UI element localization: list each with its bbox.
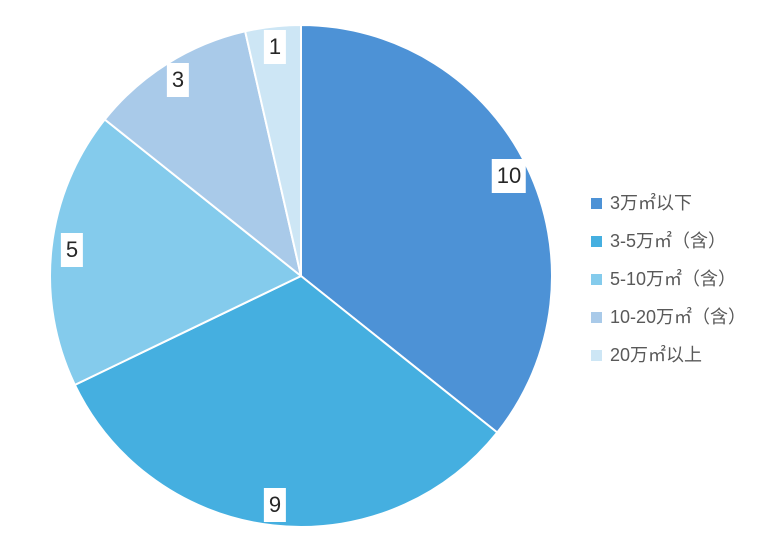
legend-item-3: 10-20万㎡（含）	[591, 306, 746, 328]
pie-slice-4	[244, 24, 302, 277]
legend-swatch-icon	[591, 273, 602, 285]
legend-label: 10-20万㎡（含）	[610, 307, 747, 327]
chart-legend: 3万㎡以下 3-5万㎡（含） 5-10万㎡（含） 10-20万㎡（含） 20万㎡以上	[591, 192, 746, 366]
data-label-1: 9	[263, 488, 287, 522]
legend-item-4: 20万㎡以上	[591, 344, 746, 366]
data-label-0: 10	[491, 159, 527, 193]
pie-slice-2	[49, 118, 302, 386]
data-label-3: 3	[166, 63, 190, 97]
legend-label: 20万㎡以上	[610, 345, 703, 365]
legend-label: 5-10万㎡（含）	[610, 269, 737, 289]
pie-slice-1	[73, 275, 499, 528]
data-label-2: 5	[60, 233, 84, 267]
legend-label: 3万㎡以下	[610, 193, 693, 213]
legend-swatch-icon	[591, 197, 602, 209]
legend-item-2: 5-10万㎡（含）	[591, 268, 746, 290]
legend-label: 3-5万㎡（含）	[610, 231, 727, 251]
legend-swatch-icon	[591, 235, 602, 247]
legend-swatch-icon	[591, 349, 602, 361]
legend-item-1: 3-5万㎡（含）	[591, 230, 746, 252]
pie-slice-0	[300, 24, 553, 434]
data-label-4: 1	[263, 30, 287, 64]
legend-swatch-icon	[591, 311, 602, 323]
legend-item-0: 3万㎡以下	[591, 192, 746, 214]
